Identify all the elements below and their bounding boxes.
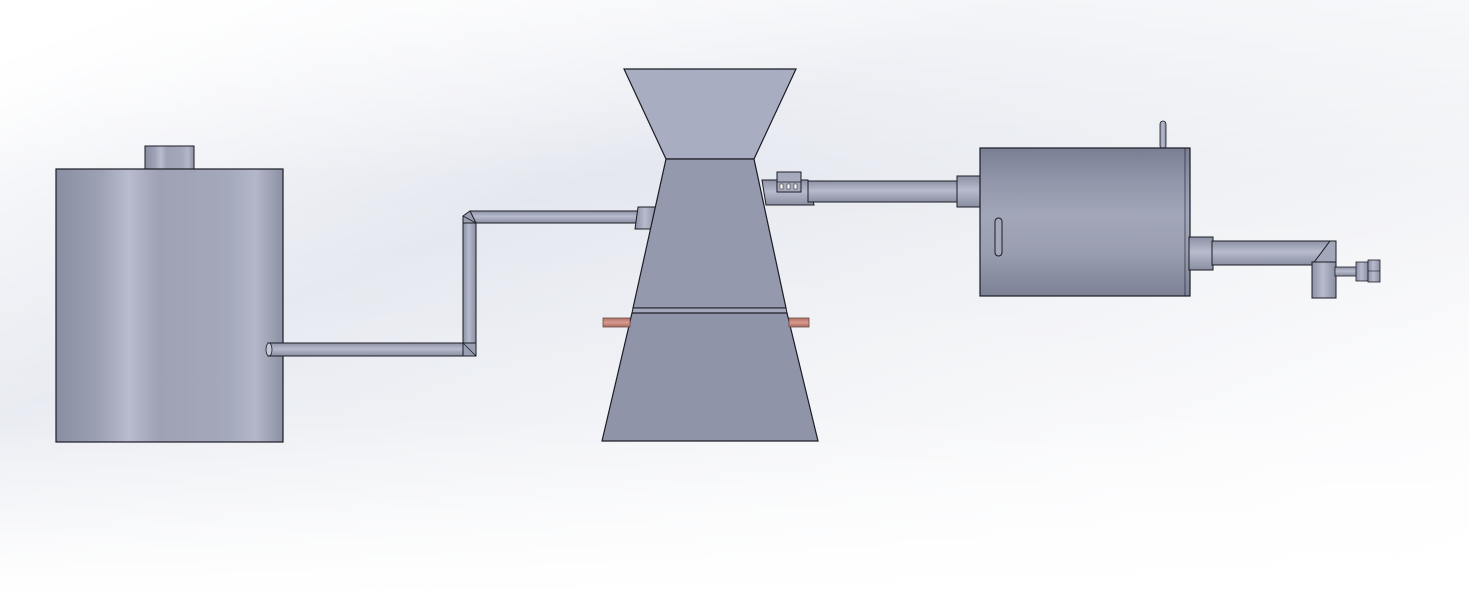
tank-outlet-pipe[interactable]: [265, 206, 658, 357]
vessel-sight-slot: [994, 217, 1003, 257]
valve-bonnet: [1355, 261, 1369, 282]
reactor-lower-frustum: [601, 312, 819, 442]
gas-outlet-pipe[interactable]: [761, 171, 982, 208]
reactor[interactable]: [601, 68, 819, 442]
valve[interactable]: [1334, 259, 1381, 283]
vessel-top-vent: [1159, 120, 1167, 150]
pipe-segment-lower: [267, 342, 471, 357]
water-tank[interactable]: [55, 145, 284, 443]
pipe-end-cap: [265, 342, 273, 357]
outlet-pipe-main: [807, 180, 959, 203]
vessel-inlet-nozzle: [956, 175, 982, 208]
reactor-flange: [631, 307, 788, 314]
pipe-segment-upper: [469, 210, 641, 224]
cylindrical-vessel[interactable]: [979, 120, 1191, 297]
vessel-outlet-pipe-horizontal: [1211, 240, 1331, 266]
pipe-segment-riser: [462, 215, 477, 351]
rod-right: [788, 317, 810, 328]
tank-top-nozzle: [144, 145, 195, 170]
vessel-body: [979, 147, 1191, 297]
vessel-outlet-collar: [1188, 236, 1214, 271]
vessel-outlet-pipe-down: [1311, 261, 1337, 299]
rod-left: [602, 317, 631, 328]
tank-body: [55, 168, 284, 443]
vessel-outlet-pipe[interactable]: [1188, 236, 1337, 299]
valve-stem: [1334, 266, 1358, 277]
